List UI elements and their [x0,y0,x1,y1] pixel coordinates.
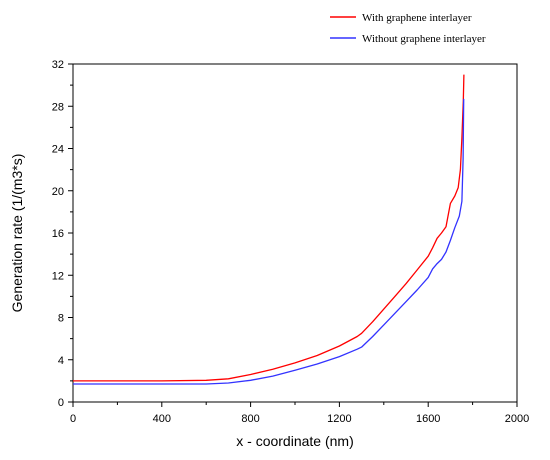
x-axis-title: x - coordinate (nm) [236,433,353,449]
y-tick-label: 24 [52,144,64,156]
legend: With graphene interlayer Without graphene… [330,12,486,45]
y-axis-ticks: 0 4 8 12 16 20 24 28 32 [52,59,73,409]
y-tick-label: 8 [58,313,64,325]
y-tick-label: 16 [52,228,64,240]
y-tick-label: 0 [58,397,64,409]
series-lines [73,74,465,385]
series-line-2 [73,98,465,385]
y-tick-label: 12 [52,270,64,282]
y-tick-label: 28 [52,101,64,113]
y-tick-label: 4 [58,355,64,367]
x-tick-label: 0 [70,413,76,425]
x-axis-ticks: 0 400 800 1200 1600 2000 [70,402,529,425]
y-tick-label: 20 [52,186,64,198]
series-line-1 [73,74,465,382]
legend-label: Without graphene interlayer [362,33,486,45]
plot-area-frame [72,63,518,403]
y-tick-label: 32 [52,59,64,71]
plot-border [72,63,518,403]
y-axis-title: Generation rate (1/(m3*s) [9,154,25,313]
legend-label: With graphene interlayer [362,12,472,24]
x-tick-label: 1200 [327,413,351,425]
x-tick-label: 1600 [416,413,440,425]
x-tick-label: 400 [153,413,171,425]
x-tick-label: 2000 [505,413,529,425]
x-tick-label: 800 [241,413,259,425]
